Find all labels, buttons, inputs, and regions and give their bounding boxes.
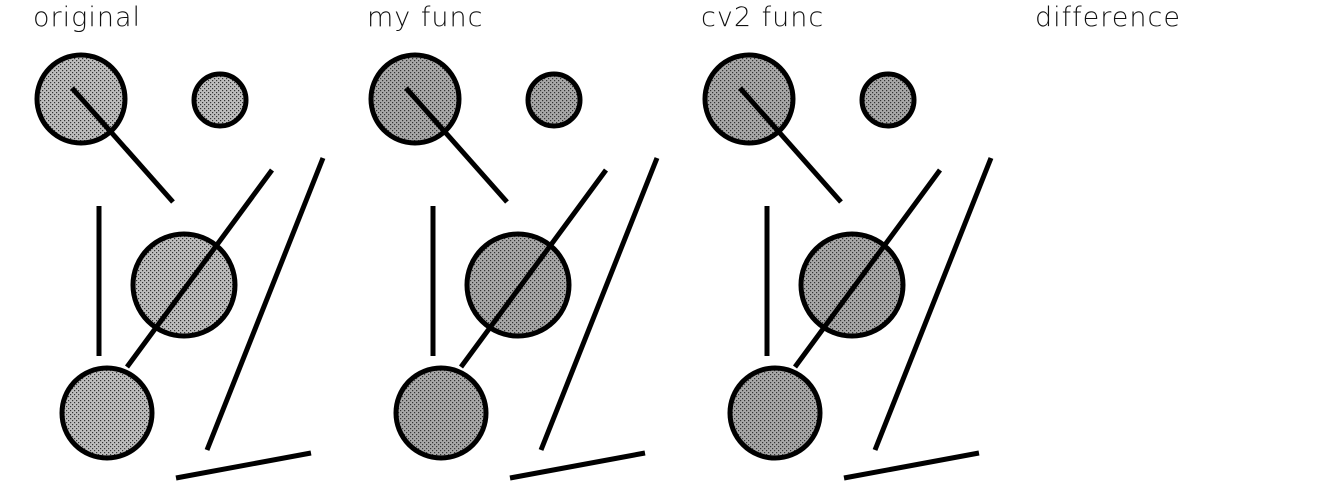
shapes-drawing-cv2-func: [668, 0, 1002, 498]
circle-center: [801, 234, 903, 336]
panel-original: original: [0, 0, 334, 498]
line-bottom: [510, 453, 645, 478]
line-bottom: [844, 453, 979, 478]
circle-bottom-left: [396, 368, 486, 458]
panel-difference: difference: [1002, 0, 1336, 498]
panel-my-func: my func: [334, 0, 668, 498]
panel-cv2-func: cv2 func: [668, 0, 1002, 498]
circle-small-top: [194, 74, 246, 126]
circle-center: [133, 234, 235, 336]
shapes-drawing-my-func: [334, 0, 668, 498]
line-bottom: [176, 453, 311, 478]
circle-small-top: [862, 74, 914, 126]
shapes-drawing-difference: [1002, 0, 1336, 498]
circle-center: [467, 234, 569, 336]
circle-bottom-left: [730, 368, 820, 458]
circle-bottom-left: [62, 368, 152, 458]
circle-small-top: [528, 74, 580, 126]
shapes-drawing-original: [0, 0, 334, 498]
